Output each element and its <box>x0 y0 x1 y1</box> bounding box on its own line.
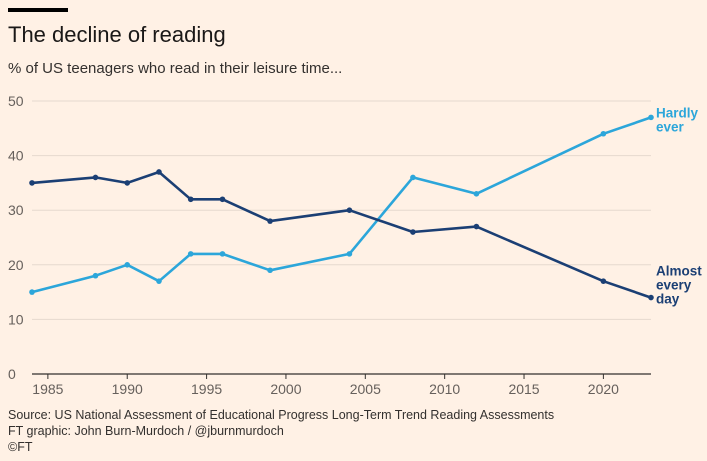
ft-top-bar <box>8 8 68 12</box>
hardly-ever-point <box>410 174 416 181</box>
y-tick-labels: 0 10 20 30 40 50 <box>8 93 24 382</box>
gridlines <box>32 100 651 379</box>
x-tick-label: 1995 <box>191 381 222 397</box>
almost-every-day-point <box>410 229 416 235</box>
hardly-ever-point <box>600 130 607 137</box>
source-note: Source: US National Assessment of Educat… <box>8 408 555 422</box>
hardly-ever-line <box>30 116 653 294</box>
hardly-ever-point <box>648 114 654 121</box>
graphic-credit: FT graphic: John Burn-Murdoch / @jburnmu… <box>8 424 284 438</box>
almost-every-day-label: Almost <box>656 264 702 279</box>
x-tick-label: 2020 <box>588 381 619 397</box>
hardly-ever-point <box>219 251 226 257</box>
y-tick-label: 20 <box>8 257 24 273</box>
hardly-ever-point <box>156 278 162 284</box>
x-tick-labels: 1985 1990 1995 2000 2005 2010 2015 2020 <box>32 381 619 397</box>
almost-every-day-line <box>30 170 653 299</box>
x-tick-label: 2005 <box>350 381 381 397</box>
hardly-ever-point <box>29 289 35 295</box>
series-lines <box>29 114 654 301</box>
almost-every-day-point <box>600 278 607 284</box>
almost-every-day-point <box>92 174 99 181</box>
chart-title: The decline of reading <box>8 22 226 47</box>
hardly-ever-label: ever <box>656 119 685 134</box>
y-tick-label: 50 <box>8 93 24 109</box>
x-tick-label: 2010 <box>429 381 460 397</box>
chart-subtitle: % of US teenagers who read in their leis… <box>8 60 343 77</box>
x-tick-label: 1990 <box>112 381 143 397</box>
x-tick-label: 1985 <box>32 381 63 397</box>
almost-every-day-point <box>346 207 353 213</box>
hardly-ever-point <box>473 191 480 197</box>
y-tick-label: 10 <box>8 311 24 327</box>
almost-every-day-point <box>156 169 162 175</box>
hardly-ever-point <box>187 251 194 257</box>
almost-every-day-label: day <box>656 292 680 307</box>
almost-every-day-point <box>267 218 273 224</box>
almost-every-day-point <box>473 223 480 230</box>
almost-every-day-point <box>219 196 226 203</box>
almost-every-day-point <box>187 196 194 203</box>
almost-every-day-point <box>29 180 35 186</box>
y-tick-label: 30 <box>8 202 24 218</box>
hardly-ever-point <box>92 272 99 279</box>
hardly-ever-point <box>346 251 353 257</box>
x-tick-label: 2000 <box>270 381 301 397</box>
y-tick-label: 40 <box>8 148 24 164</box>
x-tick-label: 2015 <box>508 381 539 397</box>
hardly-ever-point <box>267 267 273 274</box>
almost-every-day-label: every <box>656 278 692 293</box>
hardly-ever-point <box>124 262 131 268</box>
almost-every-day-point <box>124 180 131 186</box>
hardly-ever-label: Hardly <box>656 105 699 120</box>
y-tick-label: 0 <box>8 366 16 382</box>
almost-every-day-point <box>648 294 654 301</box>
copyright: ©FT <box>8 440 33 454</box>
